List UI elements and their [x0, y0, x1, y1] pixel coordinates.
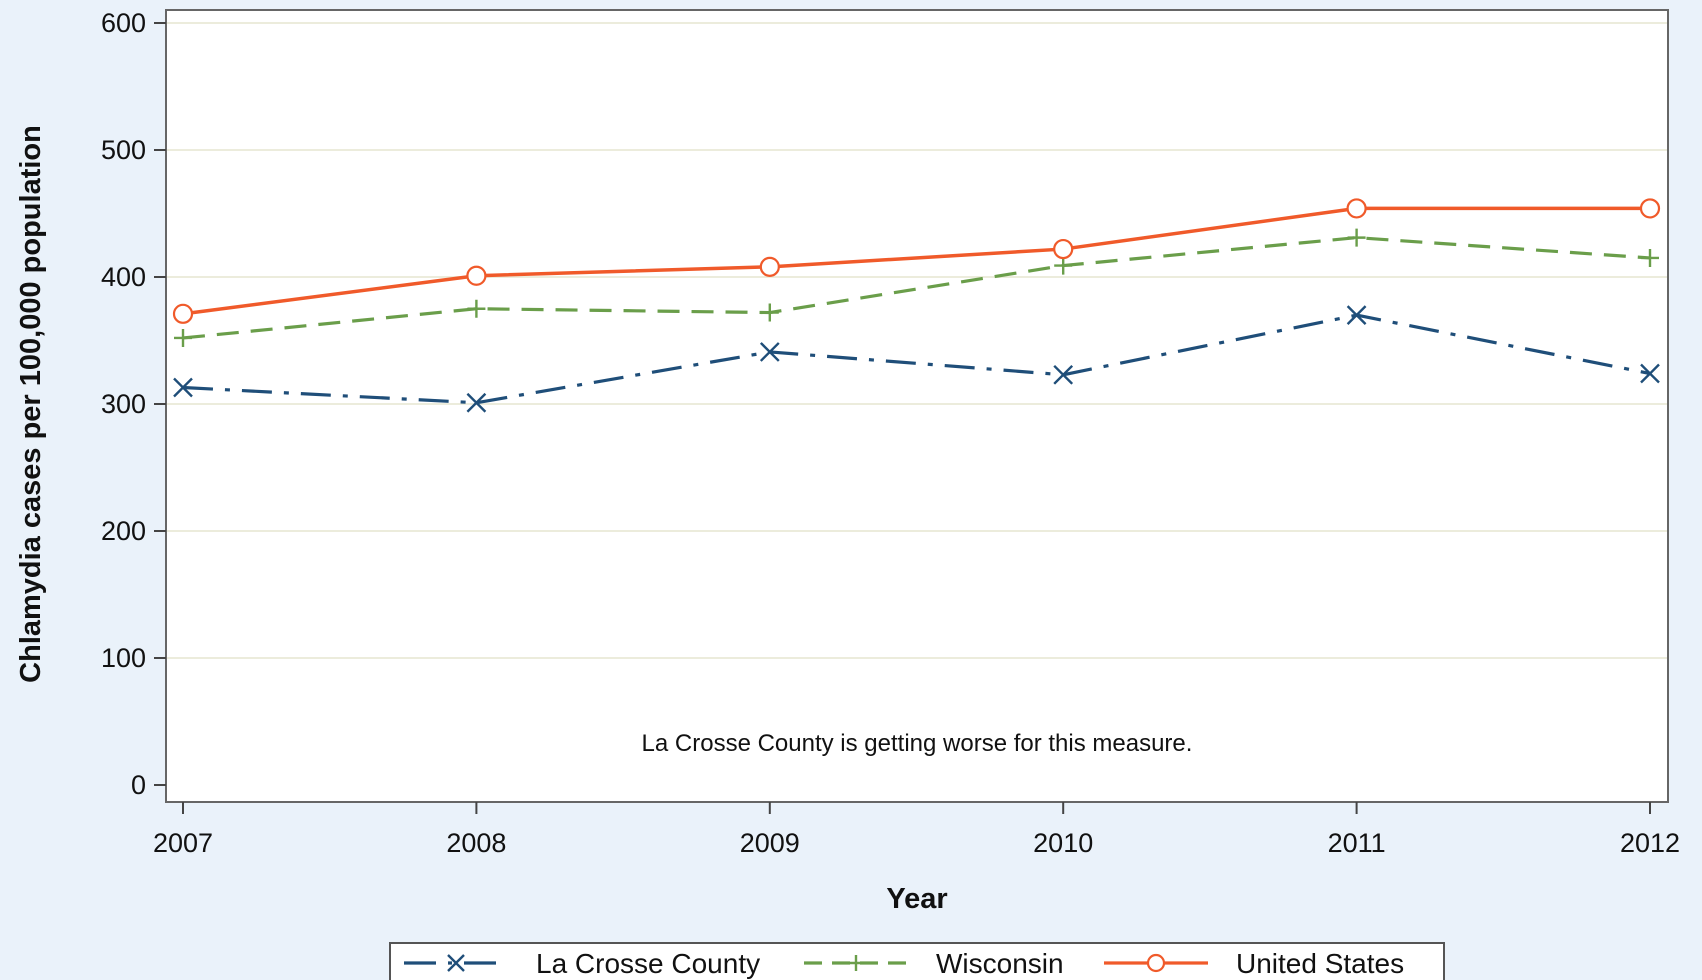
x-tick-label: 2008 — [446, 828, 506, 858]
x-tick-label: 2010 — [1033, 828, 1093, 858]
x-marker — [173, 377, 193, 398]
legend-label: Wisconsin — [936, 948, 1064, 979]
chart-annotation: La Crosse County is getting worse for th… — [642, 730, 1193, 757]
circle-marker — [172, 303, 194, 324]
x-axis-title: Year — [886, 883, 947, 915]
series-lines — [172, 198, 1661, 413]
grid-lines — [167, 22, 1667, 659]
circle-marker — [759, 256, 780, 277]
x-marker — [1640, 363, 1660, 384]
legend-label: United States — [1236, 948, 1404, 979]
legend-entry: La Crosse County — [404, 948, 760, 979]
y-tick-label: 500 — [101, 135, 146, 165]
x-marker — [447, 954, 465, 972]
y-tick-label: 400 — [101, 262, 146, 292]
legend-entry: United States — [1104, 948, 1404, 979]
plus-marker — [174, 328, 192, 347]
plus-marker — [760, 303, 779, 322]
plus-marker — [1641, 248, 1659, 267]
x-tick-label: 2009 — [740, 828, 800, 858]
legend-label: La Crosse County — [536, 948, 760, 979]
y-tick-label: 0 — [131, 770, 146, 800]
series-united-states — [172, 198, 1661, 324]
x-marker — [1053, 364, 1074, 385]
series-la-crosse-county — [173, 305, 1660, 413]
x-marker — [1346, 305, 1367, 325]
series-wisconsin — [174, 228, 1659, 347]
plus-marker — [467, 299, 486, 318]
x-tick-label: 2012 — [1620, 828, 1680, 858]
x-marker — [466, 392, 487, 413]
circle-marker — [466, 265, 487, 286]
series-line — [182, 236, 1651, 340]
x-tick-label: 2007 — [153, 828, 213, 858]
legend-entry: Wisconsin — [804, 948, 1064, 979]
y-tick-label: 600 — [101, 8, 146, 38]
x-marker — [759, 342, 780, 362]
circle-marker — [1639, 198, 1661, 219]
plot-area — [165, 9, 1669, 803]
plus-marker — [1347, 228, 1366, 247]
circle-marker — [1346, 198, 1367, 219]
circle-marker — [1053, 238, 1074, 260]
axes: 0 100 200 300 400 500 600 2007 2008 2009 2010 2011 2… — [101, 8, 1680, 858]
series-line — [182, 313, 1651, 405]
plus-marker — [1054, 256, 1073, 275]
legend: La Crosse County Wisconsin United States — [389, 942, 1445, 980]
y-tick-label: 200 — [101, 516, 146, 546]
y-tick-label: 300 — [101, 389, 146, 419]
plus-marker — [848, 955, 864, 971]
y-axis-title: Chlamydia cases per 100,000 population — [15, 125, 47, 683]
legend-box — [389, 942, 1445, 980]
circle-marker — [1146, 953, 1166, 973]
y-tick-label: 100 — [101, 643, 146, 673]
x-tick-label: 2011 — [1328, 828, 1386, 858]
series-line — [182, 206, 1650, 316]
